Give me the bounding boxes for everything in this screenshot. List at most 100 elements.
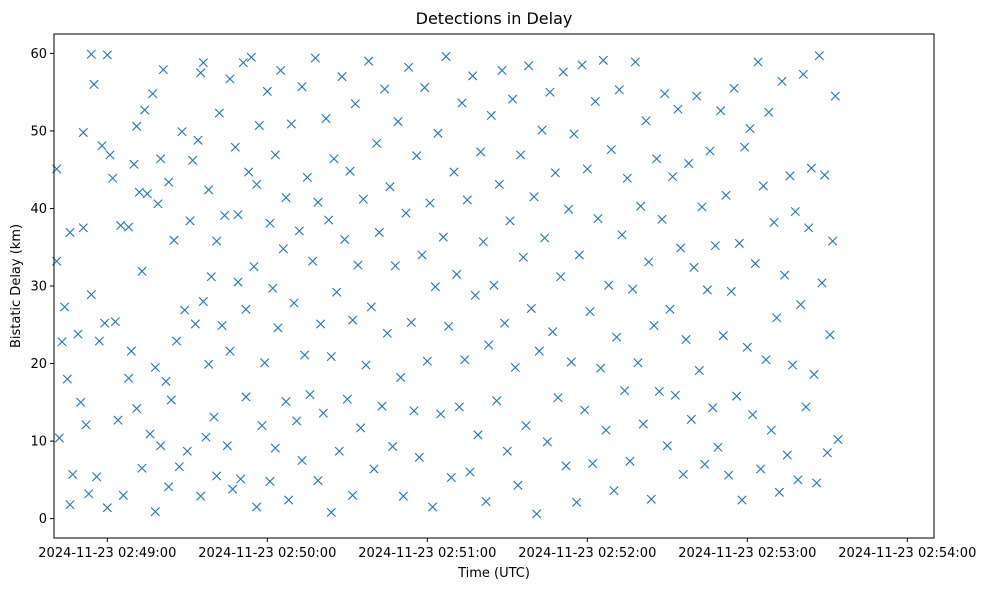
data-point <box>337 72 347 82</box>
data-point <box>252 502 262 512</box>
data-point <box>153 199 163 209</box>
data-point <box>790 206 800 217</box>
data-point <box>62 374 72 384</box>
data-point <box>113 415 123 425</box>
data-point <box>684 158 694 169</box>
data-point <box>580 405 590 415</box>
data-point <box>260 358 270 368</box>
data-point <box>812 478 822 488</box>
data-point <box>414 452 424 462</box>
data-point <box>670 390 680 400</box>
data-point <box>708 403 718 413</box>
data-point <box>158 65 168 75</box>
y-tick-label: 30 <box>30 280 47 295</box>
data-point <box>833 434 843 445</box>
data-point <box>513 480 523 490</box>
data-point <box>228 484 238 494</box>
data-point <box>564 204 574 214</box>
data-point <box>241 304 251 314</box>
data-point <box>430 282 440 292</box>
data-point <box>604 280 614 290</box>
data-point <box>174 462 184 472</box>
data-point <box>289 298 299 308</box>
data-point <box>737 495 747 505</box>
data-point <box>124 222 134 232</box>
data-point <box>606 144 616 155</box>
data-point <box>308 256 318 266</box>
data-point <box>705 146 715 156</box>
data-point <box>396 372 406 383</box>
data-point <box>638 419 648 429</box>
data-point <box>668 172 678 182</box>
data-point <box>612 332 622 342</box>
data-point <box>740 142 750 152</box>
data-point <box>436 409 446 419</box>
data-point <box>462 195 472 205</box>
data-point <box>169 235 179 245</box>
data-point <box>529 192 539 202</box>
data-point <box>193 135 203 145</box>
data-point <box>372 138 382 148</box>
data-point <box>492 396 502 406</box>
data-point <box>129 159 139 169</box>
data-point <box>588 458 598 469</box>
data-point <box>676 243 686 253</box>
data-point <box>454 402 464 412</box>
data-point <box>596 363 606 373</box>
data-point <box>86 289 96 300</box>
data-point <box>225 74 235 84</box>
data-point <box>697 202 707 212</box>
data-point <box>406 317 416 328</box>
data-point <box>412 151 422 161</box>
data-point <box>636 201 646 211</box>
data-point <box>137 463 147 473</box>
data-point <box>550 168 560 178</box>
data-point <box>505 216 515 226</box>
data-point <box>57 337 67 347</box>
data-point <box>377 401 387 411</box>
data-point <box>558 67 568 77</box>
y-tick-label: 50 <box>30 124 47 139</box>
data-point <box>468 71 478 81</box>
data-point <box>89 79 99 89</box>
data-point <box>262 86 272 96</box>
y-tick-label: 20 <box>30 357 47 372</box>
data-point <box>340 234 350 245</box>
x-tick-label: 2024-11-23 02:54:00 <box>838 546 976 561</box>
data-point <box>238 58 248 68</box>
data-point <box>281 396 291 407</box>
data-point <box>628 284 638 294</box>
data-point <box>356 423 366 433</box>
data-point <box>233 210 243 220</box>
data-point <box>78 127 88 138</box>
data-point <box>540 233 550 243</box>
data-point <box>188 155 198 165</box>
data-point <box>830 91 840 101</box>
data-point <box>545 87 555 97</box>
data-point <box>276 65 286 76</box>
data-point <box>68 469 78 480</box>
data-point <box>358 194 368 204</box>
data-point <box>316 319 326 329</box>
y-tick-label: 40 <box>30 202 47 217</box>
data-point <box>270 150 280 160</box>
data-point <box>601 425 611 435</box>
data-point <box>54 433 64 443</box>
data-point <box>217 320 227 331</box>
data-point <box>457 98 467 108</box>
data-point <box>324 215 334 225</box>
data-point <box>132 121 142 131</box>
data-point <box>118 490 128 500</box>
data-point <box>348 315 358 325</box>
data-point <box>209 412 219 422</box>
data-point <box>313 476 323 486</box>
data-point <box>710 241 720 251</box>
data-point <box>652 154 662 164</box>
data-point <box>73 329 83 339</box>
data-point <box>780 270 790 280</box>
y-tick-label: 60 <box>30 47 47 62</box>
data-point <box>369 464 379 474</box>
data-point <box>449 167 459 177</box>
data-point <box>494 179 504 190</box>
